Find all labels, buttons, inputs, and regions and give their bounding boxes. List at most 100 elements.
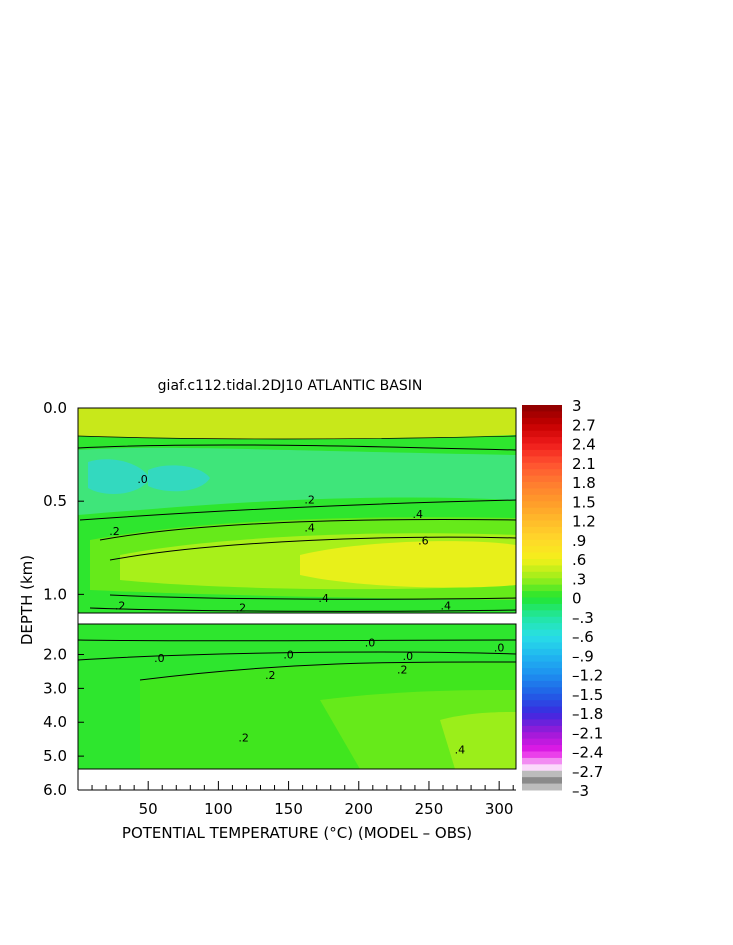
colorbar-band — [522, 482, 562, 489]
colorbar-label: –3 — [572, 782, 589, 800]
colorbar-band — [522, 559, 562, 566]
contour-labels: .0.2.2.4.4.6.4.2.2.4.0.0.0.0.0.2.2.2.4 — [109, 473, 504, 757]
colorbar-label: 3 — [572, 397, 582, 415]
contour-label: .2 — [265, 669, 276, 682]
colorbar-band — [522, 642, 562, 650]
colorbar-band — [522, 424, 562, 432]
yellow-core — [300, 541, 516, 588]
colorbar-label: 2.7 — [572, 416, 596, 434]
colorbar-band — [522, 552, 562, 560]
contour-label: .2 — [109, 525, 120, 538]
y-tick-label: 4.0 — [43, 713, 67, 731]
contour-label: .4 — [304, 521, 315, 534]
colorbar: 32.72.42.11.81.51.2.9.6.30–.3–.6–.9–1.2–… — [522, 397, 603, 800]
colorbar-band — [522, 655, 562, 663]
upper-panel — [78, 408, 516, 613]
colorbar-band — [522, 732, 562, 740]
colorbar-band — [522, 411, 562, 419]
colorbar-band — [522, 719, 562, 727]
colorbar-band — [522, 469, 562, 477]
contour-label: .0 — [494, 642, 505, 655]
colorbar-band — [522, 526, 562, 534]
colorbar-band — [522, 648, 562, 656]
colorbar-band — [522, 616, 562, 624]
colorbar-label: 1.5 — [572, 493, 596, 511]
contour-line — [99, 519, 516, 541]
surface-layer — [78, 408, 516, 439]
x-tick-label: 200 — [344, 800, 373, 818]
colorbar-band — [522, 764, 562, 772]
colorbar-band — [522, 462, 562, 470]
colorbar-band — [522, 629, 562, 637]
colorbar-band — [522, 475, 562, 483]
lower-panel — [78, 624, 516, 769]
colorbar-band — [522, 520, 562, 528]
contour-label: .0 — [365, 637, 376, 650]
colorbar-band — [522, 706, 562, 714]
x-tick-label: 150 — [274, 800, 303, 818]
colorbar-band — [522, 578, 562, 586]
y-axis: 0.0 0.5 1.0 2.0 3.0 4.0 5.0 6.0 — [43, 399, 84, 799]
chart-title: giaf.c112.tidal.2DJ10 ATLANTIC BASIN — [158, 378, 423, 394]
colorbar-band — [522, 725, 562, 733]
colorbar-band — [522, 597, 562, 605]
colorbar-band — [522, 501, 562, 509]
contour-label: .4 — [412, 508, 423, 521]
x-tick-label: 50 — [139, 800, 158, 818]
colorbar-band — [522, 546, 562, 554]
y-tick-label: 5.0 — [43, 747, 67, 765]
colorbar-label: 1.8 — [572, 474, 596, 492]
colorbar-band — [522, 661, 562, 669]
contour-line — [78, 651, 516, 661]
colorbar-label: 1.2 — [572, 513, 596, 531]
y-tick-label: 3.0 — [43, 679, 67, 697]
colorbar-label: –.3 — [572, 609, 594, 627]
colorbar-label: 0 — [572, 590, 582, 608]
colorbar-band — [522, 571, 562, 579]
colorbar-label: .3 — [572, 570, 586, 588]
colorbar-label: .9 — [572, 532, 586, 550]
y-tick-label: 0.0 — [43, 399, 67, 417]
colorbar-band — [522, 623, 562, 631]
colorbar-label: –.6 — [572, 628, 594, 646]
colorbar-label: –.9 — [572, 647, 594, 665]
colorbar-label: –2.4 — [572, 744, 603, 762]
contour-line — [78, 639, 516, 642]
light-green-area — [440, 712, 516, 769]
colorbar-band — [522, 488, 562, 496]
cyan-pocket — [148, 465, 210, 492]
colorbar-band — [522, 584, 562, 592]
colorbar-band — [522, 437, 562, 444]
colorbar-band — [522, 668, 562, 675]
y-tick-label: 6.0 — [43, 781, 67, 799]
colorbar-band — [522, 591, 562, 598]
x-tick-label: 300 — [485, 800, 514, 818]
contour-label: .0 — [283, 648, 294, 661]
contour-line — [109, 536, 516, 561]
colorbar-band — [522, 430, 562, 438]
colorbar-band — [522, 405, 562, 412]
colorbar-label: –2.1 — [572, 724, 603, 742]
contour-label: .2 — [236, 601, 247, 614]
colorbar-band — [522, 757, 562, 765]
contour-label: .4 — [455, 743, 466, 756]
contour-line — [89, 607, 516, 612]
colorbar-label: 2.4 — [572, 436, 596, 454]
y-tick-label: 1.0 — [43, 585, 67, 603]
colorbar-band — [522, 777, 562, 785]
contour-label: .4 — [441, 600, 452, 613]
colorbar-label: –2.7 — [572, 763, 603, 781]
x-tick-label: 100 — [204, 800, 233, 818]
colorbar-band — [522, 539, 562, 547]
contour-line — [109, 594, 516, 600]
colorbar-label: 2.1 — [572, 455, 596, 473]
colorbar-band — [522, 610, 562, 618]
colorbar-band — [522, 514, 562, 521]
colorbar-band — [522, 449, 562, 457]
contour-label: .0 — [403, 650, 414, 663]
contour-line — [78, 435, 516, 440]
x-tick-label: 250 — [415, 800, 444, 818]
colorbar-band — [522, 565, 562, 573]
colorbar-band — [522, 417, 562, 425]
colorbar-label: –1.8 — [572, 705, 603, 723]
